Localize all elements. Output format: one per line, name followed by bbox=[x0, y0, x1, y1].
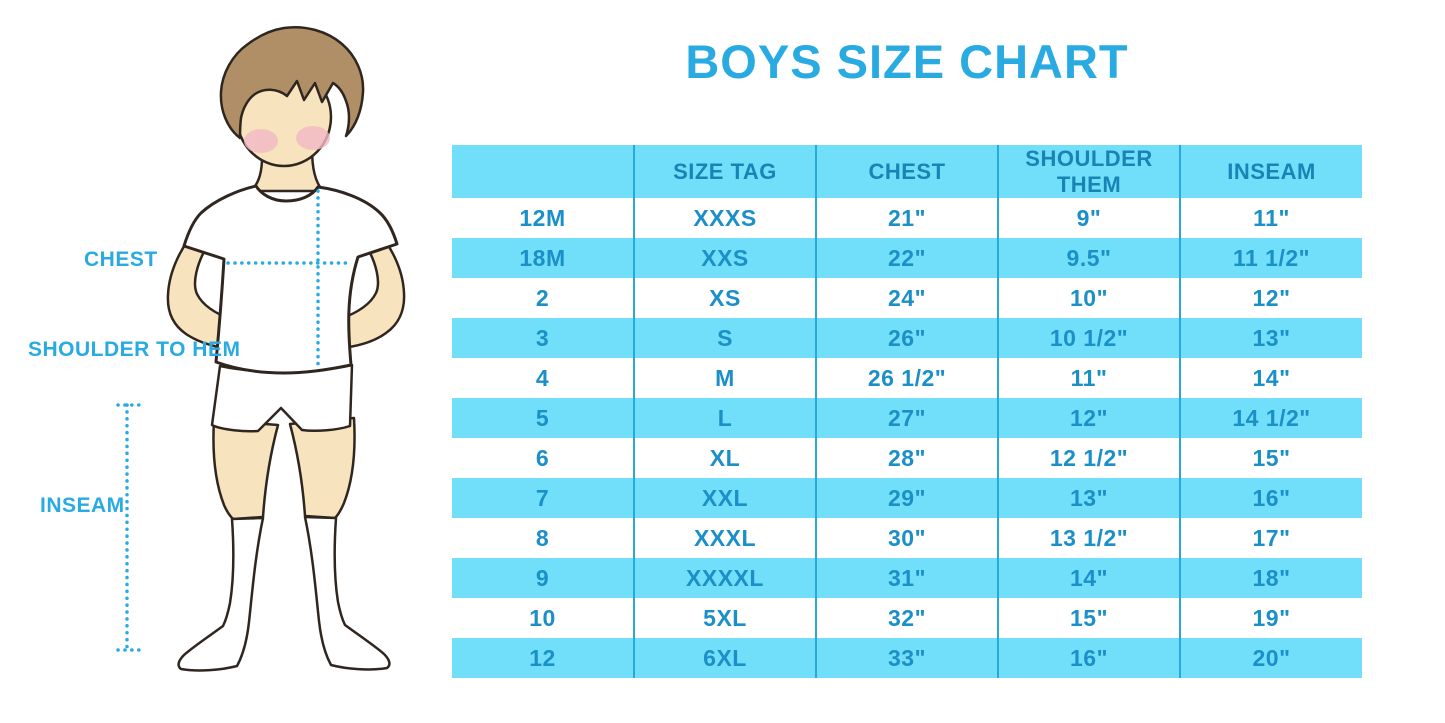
table-cell: XXXXL bbox=[633, 558, 816, 598]
table-cell: 13" bbox=[1179, 318, 1362, 358]
table-cell: 30" bbox=[815, 518, 998, 558]
table-cell: 29" bbox=[815, 478, 998, 518]
column-header: CHEST bbox=[815, 145, 998, 198]
size-cell: 3 bbox=[452, 318, 634, 358]
table-cell: 26" bbox=[815, 318, 998, 358]
table-cell: 12" bbox=[1179, 278, 1362, 318]
table-cell: 17" bbox=[1179, 518, 1362, 558]
table-cell: 32" bbox=[815, 598, 998, 638]
boy-sock-right bbox=[303, 515, 391, 671]
boy-hair bbox=[219, 26, 365, 140]
boy-leg-right bbox=[288, 416, 356, 520]
table-cell: XXXL bbox=[633, 518, 816, 558]
table-cell: 20" bbox=[1179, 638, 1362, 678]
table-cell: 13" bbox=[997, 478, 1180, 518]
table-row: 18M XXS 22" 9.5" 11 1/2" bbox=[452, 238, 1362, 278]
table-cell: 15" bbox=[997, 598, 1180, 638]
size-table-head-row: SIZE TAG CHEST SHOULDER THEM INSEAM bbox=[452, 145, 1362, 198]
table-row: 8 XXXL 30" 13 1/2" 17" bbox=[452, 518, 1362, 558]
table-cell: 24" bbox=[815, 278, 998, 318]
label-chest: CHEST bbox=[84, 248, 158, 271]
table-cell: 28" bbox=[815, 438, 998, 478]
table-row: 12 6XL 33" 16" 20" bbox=[452, 638, 1362, 678]
table-cell: 15" bbox=[1179, 438, 1362, 478]
page-title: BOYS SIZE CHART bbox=[685, 35, 1129, 88]
label-shoulder-to-hem: SHOULDER TO HEM bbox=[28, 338, 241, 361]
table-cell: XXXS bbox=[633, 198, 816, 238]
table-cell: 10 1/2" bbox=[997, 318, 1180, 358]
boy-arm-right bbox=[338, 222, 406, 349]
table-cell: 16" bbox=[1179, 478, 1362, 518]
column-header: SIZE TAG bbox=[633, 145, 816, 198]
size-cell: 5 bbox=[452, 398, 634, 438]
table-cell: XXL bbox=[633, 478, 816, 518]
table-cell: 19" bbox=[1179, 598, 1362, 638]
size-cell: 2 bbox=[535, 284, 550, 311]
table-row: 2 XS 24" 10" 12" bbox=[452, 278, 1362, 318]
size-table-body: 12M XXXS 21" 9" 11" 18M XXS 22" 9.5" 11 1/2" 2 XS 24… bbox=[452, 198, 1362, 678]
table-cell: 31" bbox=[815, 558, 998, 598]
boy-cheek-right bbox=[296, 126, 330, 150]
table-cell: 11" bbox=[997, 358, 1180, 398]
boy-leg-left bbox=[212, 418, 280, 521]
table-cell: 33" bbox=[815, 638, 998, 678]
size-cell: 6 bbox=[535, 444, 550, 471]
table-cell: 26 1/2" bbox=[815, 358, 998, 398]
table-row: 10 5XL 32" 15" 19" bbox=[452, 598, 1362, 638]
table-row: 5 L 27" 12" 14 1/2" bbox=[452, 398, 1362, 438]
boy-shorts bbox=[210, 363, 354, 433]
table-row: 3 S 26" 10 1/2" 13" bbox=[452, 318, 1362, 358]
table-cell: 22" bbox=[815, 238, 998, 278]
table-cell: 11 1/2" bbox=[1179, 238, 1362, 278]
table-cell: 12 1/2" bbox=[997, 438, 1180, 478]
table-cell: 13 1/2" bbox=[997, 518, 1180, 558]
size-cell: 12 bbox=[452, 638, 634, 678]
boy-tshirt bbox=[182, 184, 399, 375]
boy-arm-left bbox=[166, 223, 235, 350]
table-cell: 10" bbox=[997, 278, 1180, 318]
table-cell: 12" bbox=[997, 398, 1180, 438]
size-cell: 4 bbox=[535, 364, 550, 391]
table-cell: XL bbox=[633, 438, 816, 478]
boy-sock-left bbox=[177, 516, 265, 672]
table-cell: 21" bbox=[815, 198, 998, 238]
column-header-size bbox=[452, 145, 634, 198]
size-cell: 10 bbox=[529, 604, 556, 631]
table-cell: 9.5" bbox=[997, 238, 1180, 278]
table-cell: 16" bbox=[997, 638, 1180, 678]
size-table-head: SIZE TAG CHEST SHOULDER THEM INSEAM bbox=[452, 145, 1362, 198]
size-cell: 7 bbox=[452, 478, 634, 518]
table-row: 4 M 26 1/2" 11" 14" bbox=[452, 358, 1362, 398]
table-cell: M bbox=[633, 358, 816, 398]
label-inseam: INSEAM bbox=[40, 494, 125, 517]
table-cell: L bbox=[633, 398, 816, 438]
table-row: 12M XXXS 21" 9" 11" bbox=[452, 198, 1362, 238]
table-cell: XS bbox=[633, 278, 816, 318]
table-cell: 18" bbox=[1179, 558, 1362, 598]
table-cell: 14" bbox=[997, 558, 1180, 598]
table-row: 6 XL 28" 12 1/2" 15" bbox=[452, 438, 1362, 478]
size-cell: 18M bbox=[452, 238, 634, 278]
column-header: INSEAM bbox=[1179, 145, 1362, 198]
size-cell: 8 bbox=[535, 524, 550, 551]
table-cell: 27" bbox=[815, 398, 998, 438]
table-row: 9 XXXXL 31" 14" 18" bbox=[452, 558, 1362, 598]
table-cell: 9" bbox=[997, 198, 1180, 238]
size-cell: 9 bbox=[452, 558, 634, 598]
table-cell: S bbox=[633, 318, 816, 358]
table-cell: XXS bbox=[633, 238, 816, 278]
table-cell: 14" bbox=[1179, 358, 1362, 398]
size-cell: 12M bbox=[519, 204, 566, 231]
table-cell: 5XL bbox=[633, 598, 816, 638]
size-table: SIZE TAG CHEST SHOULDER THEM INSEAM 12M XXXS… bbox=[452, 145, 1362, 678]
table-row: 7 XXL 29" 13" 16" bbox=[452, 478, 1362, 518]
table-cell: 11" bbox=[1179, 198, 1362, 238]
table-cell: 14 1/2" bbox=[1179, 398, 1362, 438]
boy-cheek-left bbox=[244, 129, 278, 153]
table-cell: 6XL bbox=[633, 638, 816, 678]
column-header: SHOULDER THEM bbox=[997, 145, 1180, 198]
